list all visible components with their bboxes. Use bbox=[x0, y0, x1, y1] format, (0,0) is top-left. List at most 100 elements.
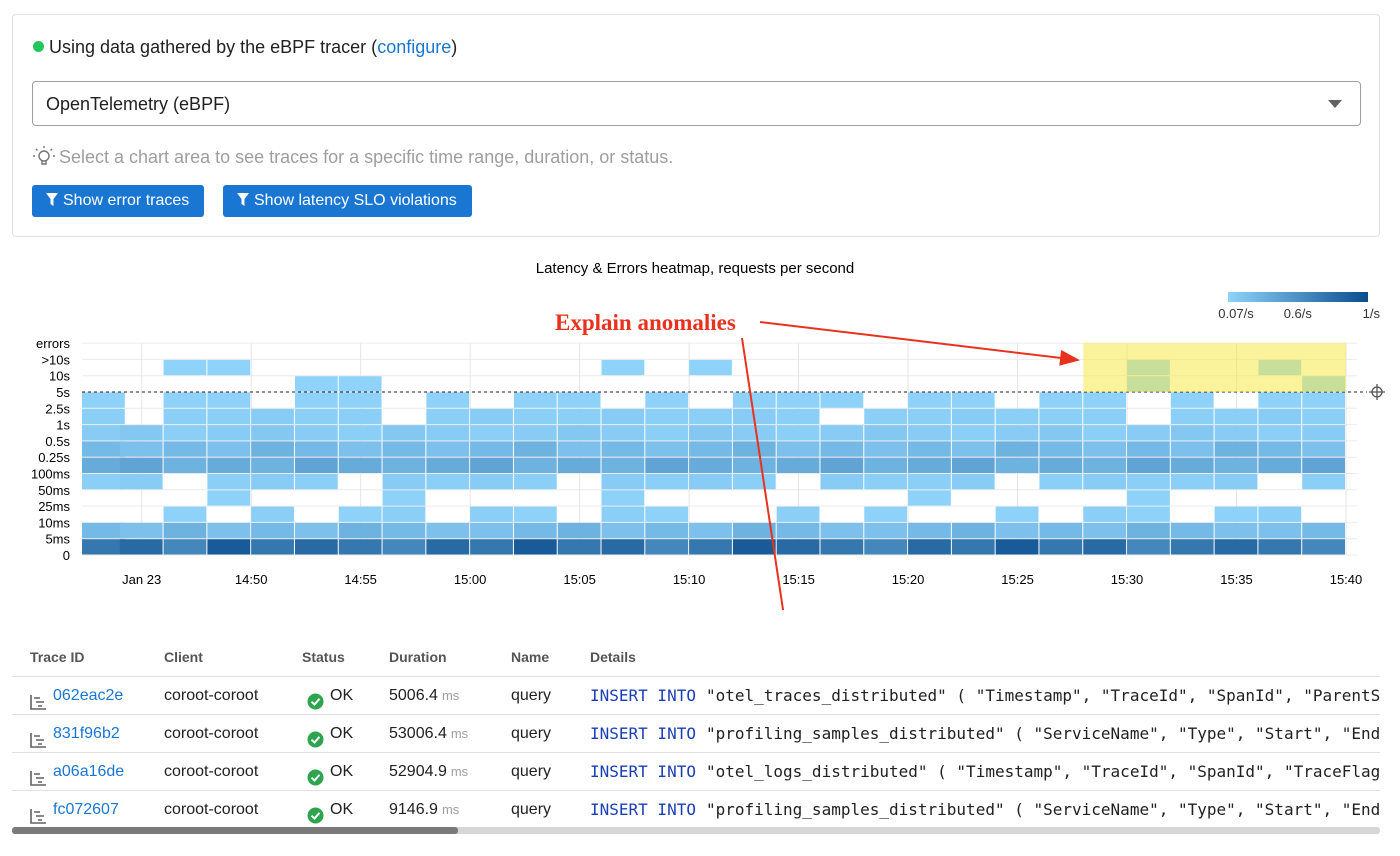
heatmap-cell bbox=[382, 506, 426, 522]
heatmap-cell bbox=[995, 408, 1039, 425]
heatmap-cell bbox=[1214, 522, 1258, 539]
trace-id-link[interactable]: 062eac2e bbox=[53, 687, 124, 704]
heatmap-cell bbox=[689, 408, 732, 425]
heatmap-cell bbox=[776, 522, 820, 539]
heatmap-cell bbox=[951, 392, 995, 408]
heatmap-cell bbox=[338, 408, 382, 425]
heatmap-cell bbox=[207, 474, 251, 490]
heatmap-cell bbox=[995, 425, 1039, 441]
trace-icon bbox=[30, 801, 47, 826]
heatmap-cell bbox=[163, 441, 207, 457]
heatmap-cell bbox=[1258, 506, 1302, 522]
heatmap-cell bbox=[251, 522, 294, 539]
heatmap-cell bbox=[776, 506, 820, 522]
heatmap-cell bbox=[645, 506, 689, 522]
duration: 52904.9 bbox=[389, 763, 447, 780]
source-select[interactable]: OpenTelemetry (eBPF) bbox=[32, 81, 1361, 126]
heatmap-cell bbox=[732, 522, 776, 539]
heatmap-cell bbox=[732, 441, 776, 457]
heatmap-cell bbox=[1083, 539, 1127, 555]
y-tick-label: 0.5s bbox=[45, 434, 70, 449]
error-traces-button[interactable]: Show error traces bbox=[32, 185, 205, 217]
heatmap-cell bbox=[1083, 522, 1127, 539]
heatmap-cell bbox=[1083, 425, 1127, 441]
heatmap-cell bbox=[470, 425, 513, 441]
heatmap-cell bbox=[1170, 392, 1214, 408]
heatmap-cell bbox=[995, 522, 1039, 539]
duration-cell: 52904.9 ms bbox=[389, 753, 468, 790]
client: coroot-coroot bbox=[164, 801, 259, 818]
trace-icon-graphic bbox=[30, 809, 46, 824]
heatmap-cell bbox=[119, 539, 163, 555]
duration-unit: ms bbox=[450, 726, 469, 741]
duration-cell: 53006.4 ms bbox=[389, 715, 468, 752]
x-tick-label: 15:10 bbox=[673, 572, 706, 587]
column-header: Duration bbox=[389, 649, 447, 665]
heatmap-cell bbox=[864, 425, 908, 441]
heatmap-cell bbox=[82, 408, 125, 425]
table-row: 831f96b2 coroot-coroot OK 53006.4 ms query INS… bbox=[12, 714, 1380, 753]
heatmap-cell bbox=[864, 506, 908, 522]
slo-violations-button[interactable]: Show latency SLO violations bbox=[223, 185, 472, 217]
heatmap-cell bbox=[732, 539, 776, 555]
heatmap-cell bbox=[1170, 457, 1214, 473]
client: coroot-coroot bbox=[164, 763, 259, 780]
heatmap-cell bbox=[732, 474, 776, 490]
heatmap-cell bbox=[951, 539, 995, 555]
heatmap-cell bbox=[82, 522, 125, 539]
heatmap-cell bbox=[1214, 441, 1258, 457]
heatmap-cell bbox=[1083, 457, 1127, 473]
heatmap-cell bbox=[951, 425, 995, 441]
heatmap-cell bbox=[1127, 425, 1170, 441]
heatmap-cell bbox=[1083, 506, 1127, 522]
heatmap-cell bbox=[338, 522, 382, 539]
heatmap-cell bbox=[689, 359, 732, 376]
configure-link[interactable]: configure bbox=[377, 37, 452, 57]
scrollbar-thumb[interactable] bbox=[12, 827, 458, 834]
heatmap-cell bbox=[1127, 539, 1170, 555]
heatmap-cell bbox=[82, 539, 125, 555]
heatmap-cell bbox=[1170, 539, 1214, 555]
heatmap-cell bbox=[864, 474, 908, 490]
trace-id-link[interactable]: fc072607 bbox=[53, 801, 119, 818]
heatmap-cell bbox=[908, 408, 951, 425]
y-tick-label: 10ms bbox=[38, 515, 70, 530]
heatmap-cell bbox=[294, 539, 338, 555]
heatmap-cell bbox=[908, 425, 951, 441]
dropdown-arrow bbox=[1328, 100, 1342, 108]
heatmap-cell bbox=[689, 522, 732, 539]
heatmap-cell bbox=[951, 522, 995, 539]
details-cell: INSERT INTO "otel_traces_distributed" ( "… bbox=[590, 677, 1380, 714]
trace-id-link[interactable]: 831f96b2 bbox=[53, 725, 120, 742]
heatmap-cell bbox=[1302, 474, 1345, 490]
heatmap-cell bbox=[119, 441, 163, 457]
x-tick-label: 15:20 bbox=[892, 572, 925, 587]
heatmap-cell bbox=[338, 376, 382, 392]
ok-icon bbox=[307, 807, 324, 824]
y-tick-label: 5ms bbox=[45, 532, 70, 547]
x-tick-label: 15:40 bbox=[1330, 572, 1363, 587]
duration-unit: ms bbox=[450, 764, 469, 779]
sql-details: "profiling_samples_distributed" ( "Servi… bbox=[705, 800, 1380, 819]
y-tick-label: >10s bbox=[41, 352, 70, 367]
heatmap-cell bbox=[426, 522, 470, 539]
heatmap-cell bbox=[470, 474, 513, 490]
heatmap-cell bbox=[207, 392, 251, 408]
x-tick-label: 15:05 bbox=[563, 572, 596, 587]
heatmap-cell bbox=[426, 474, 470, 490]
heatmap-cell bbox=[382, 441, 426, 457]
heatmap-cell bbox=[119, 522, 163, 539]
sql-keyword: INSERT INTO bbox=[590, 724, 696, 743]
heatmap-cell bbox=[601, 408, 645, 425]
heatmap-cell bbox=[601, 506, 645, 522]
duration-cell: 9146.9 ms bbox=[389, 791, 459, 826]
colorbar-label: 1/s bbox=[1363, 306, 1381, 321]
heatmap-cell bbox=[1214, 506, 1258, 522]
heatmap-cell bbox=[601, 539, 645, 555]
heatmap-chart: Latency & Errors heatmap, requests per s… bbox=[31, 260, 1385, 610]
tracer-card: Using data gathered by the eBPF tracer (… bbox=[12, 14, 1380, 237]
trace-id-link[interactable]: a06a16de bbox=[53, 763, 125, 780]
heatmap-cell bbox=[951, 474, 995, 490]
heatmap-cell bbox=[908, 490, 951, 506]
name: query bbox=[511, 801, 552, 818]
